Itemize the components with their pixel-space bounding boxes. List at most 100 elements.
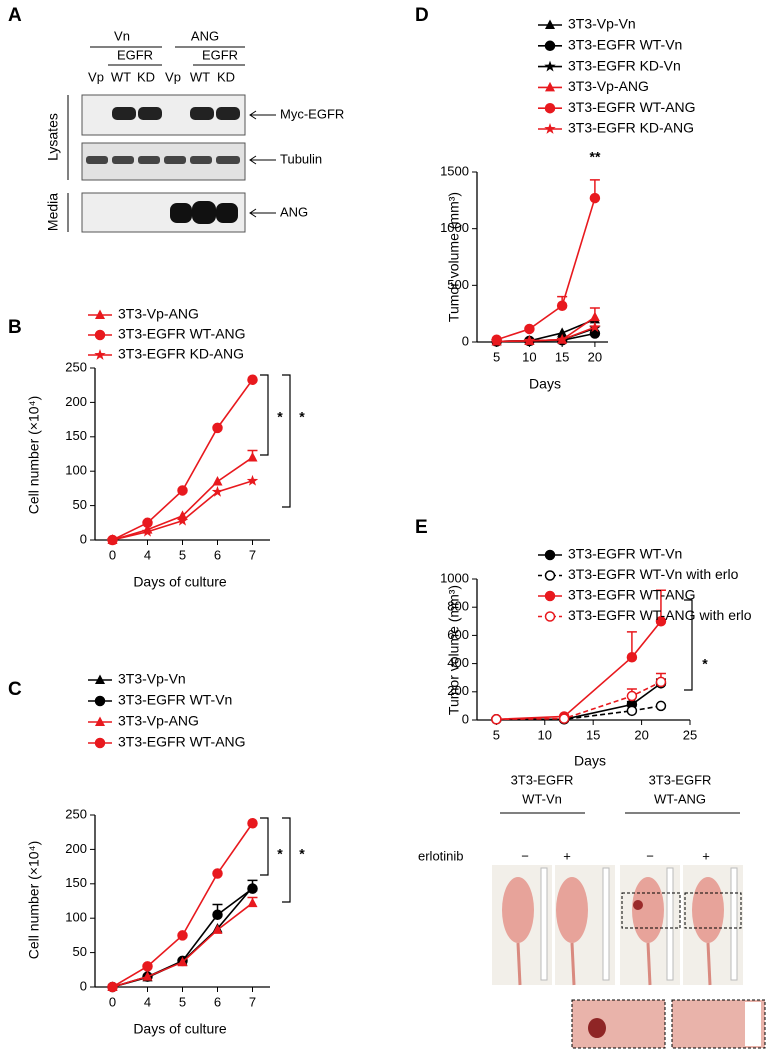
y-tick-label: 150 [65,875,87,890]
marker [95,716,105,726]
arrow [249,110,276,218]
y-tick-label: 0 [80,978,87,993]
y-tick-label: 200 [65,841,87,856]
y-tick-label: 1000 [440,220,469,235]
mouse-photo [492,865,766,1049]
marker [177,485,188,496]
x-tick-label: 0 [109,994,116,1009]
y-axis-label: Tumor volume (mm³) [446,585,462,715]
y-tick-label: 400 [447,655,469,670]
lane-label: Vp [165,69,181,84]
y-tick-label: 1000 [440,570,469,585]
significance: * [299,409,305,425]
sign: − [646,848,654,863]
marker [94,737,106,749]
marker [177,956,188,967]
marker [176,514,189,526]
marker [544,611,556,622]
series-line [496,316,596,343]
significance: * [277,846,283,862]
marker [142,971,153,981]
y-tick-label: 250 [65,359,87,374]
marker [544,590,556,602]
marker [556,333,568,345]
y-axis-label: Cell number (×10⁴) [26,841,42,959]
panel-letter: A [8,5,22,26]
marker [212,868,223,879]
panel-letter: B [8,317,22,338]
marker [95,309,105,319]
band-label: Tubulin [280,151,322,166]
group-label: WT-ANG [654,791,706,806]
marker [94,349,106,360]
marker [655,676,667,688]
sign: + [563,848,571,863]
band-label: ANG [280,204,308,219]
legend-label: 3T3-Vp-ANG [568,78,649,94]
x-tick-label: 6 [214,547,221,562]
y-tick-label: 200 [65,394,87,409]
bracket [282,817,291,903]
y-tick-label: 150 [65,428,87,443]
marker [589,192,601,204]
legend-label: 3T3-EGFR WT-Vn [118,692,232,708]
x-tick-label: 5 [179,994,186,1009]
marker [655,700,667,712]
legend-label: 3T3-EGFR WT-ANG with erlo [568,607,752,623]
group-label: Vn [114,28,130,43]
legend-label: 3T3-EGFR WT-ANG [568,587,696,603]
marker [544,549,556,561]
series-line [112,456,253,541]
series-line [496,620,662,721]
y-tick-label: 250 [65,806,87,821]
marker [247,818,258,829]
x-tick-label: 10 [522,349,536,364]
marker [545,19,555,29]
marker [544,60,556,72]
legend-label: 3T3-EGFR KD-ANG [118,346,244,362]
y-tick-label: 50 [73,944,87,959]
marker [626,690,638,702]
legend-label: 3T3-Vp-Vn [568,16,636,32]
y-tick-label: 0 [462,711,469,726]
bracket [260,817,269,876]
sign: − [521,848,529,863]
marker [490,335,503,347]
marker [247,897,258,908]
section-label: Lysates [45,113,61,161]
marker [556,300,568,311]
y-tick-label: 800 [447,599,469,614]
legend-label: 3T3-EGFR WT-Vn [568,37,682,53]
significance: * [277,409,283,425]
marker [544,102,556,114]
marker [142,961,153,972]
marker [545,81,555,92]
lane-label: WT [190,69,210,84]
marker [626,705,638,717]
significance: ** [590,149,601,165]
subgroup-label: EGFR [117,47,153,62]
marker [177,930,188,941]
marker [589,311,600,322]
x-axis-label: Days of culture [133,574,227,590]
x-axis-label: Days of culture [133,1021,227,1037]
group-label: ANG [191,28,219,43]
band-label: Myc-EGFR [280,106,344,121]
legend-label: 3T3-EGFR WT-Vn [568,546,682,562]
marker [141,525,154,537]
legend-label: 3T3-Vp-ANG [118,713,199,729]
marker [524,323,535,335]
panel-letter: D [415,5,429,26]
significance: * [702,656,708,672]
x-tick-label: 4 [144,547,151,562]
marker [544,570,556,581]
legend-label: 3T3-EGFR KD-ANG [568,120,694,136]
lane-label: Vp [88,69,104,84]
x-tick-label: 25 [683,727,697,742]
series-line [496,197,596,341]
legend-label: 3T3-Vp-ANG [118,306,199,322]
subgroup-label: EGFR [202,47,238,62]
group-label: 3T3-EGFR [511,772,574,787]
x-axis-label: Days [574,753,606,769]
